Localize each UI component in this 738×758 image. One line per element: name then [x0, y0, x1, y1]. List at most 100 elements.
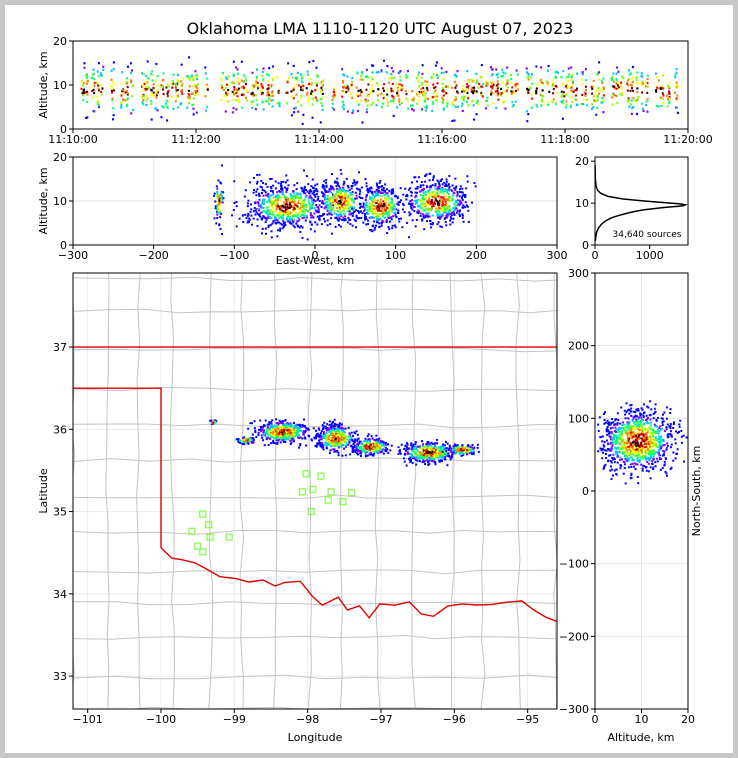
source-point [257, 431, 260, 434]
source-point [367, 83, 370, 86]
x-tick-label: 11:18:00 [540, 133, 589, 146]
source-point [410, 194, 413, 197]
source-point [378, 437, 381, 440]
source-point [303, 418, 306, 421]
source-point [286, 421, 289, 424]
source-point [410, 204, 413, 207]
source-point [421, 203, 424, 206]
source-point [378, 441, 381, 444]
source-point [279, 185, 282, 188]
source-point [282, 220, 285, 223]
source-point [325, 197, 328, 200]
source-point [322, 432, 325, 435]
source-point [464, 452, 467, 455]
source-point [299, 207, 302, 210]
source-point [326, 426, 329, 429]
source-point [472, 104, 475, 107]
source-point [413, 457, 416, 460]
source-point [330, 208, 333, 211]
source-point [405, 73, 408, 77]
source-point [432, 203, 435, 206]
source-point [320, 438, 323, 441]
source-point [525, 110, 528, 113]
source-point [425, 457, 428, 460]
source-point [414, 452, 417, 455]
source-point [621, 75, 624, 78]
source-point [461, 214, 464, 217]
source-point [405, 448, 408, 451]
source-point [147, 77, 150, 80]
source-point [340, 213, 343, 216]
source-point [321, 104, 324, 107]
source-point [407, 188, 410, 191]
source-point [497, 98, 500, 101]
source-point [383, 213, 386, 216]
source-point [433, 442, 436, 445]
source-point [334, 441, 337, 444]
source-point [421, 108, 424, 111]
source-point [269, 431, 272, 434]
source-point [307, 183, 310, 186]
source-point [400, 88, 403, 92]
source-point [561, 93, 564, 97]
source-point [404, 444, 407, 447]
source-point [506, 86, 509, 89]
source-point [348, 440, 351, 443]
source-point [423, 228, 426, 231]
source-point [187, 93, 190, 96]
source-point [445, 216, 448, 219]
source-point [307, 197, 310, 200]
source-point [645, 100, 648, 103]
source-point [272, 191, 275, 194]
source-point [401, 84, 404, 87]
source-point [347, 426, 350, 429]
source-point [462, 95, 465, 98]
source-point [357, 209, 360, 212]
source-point [141, 96, 144, 99]
source-point [101, 74, 104, 77]
source-point [256, 225, 259, 228]
source-point [432, 450, 435, 453]
source-point [250, 223, 253, 226]
source-point [421, 82, 424, 85]
source-point [339, 190, 342, 193]
source-point [655, 104, 658, 107]
source-point [467, 80, 470, 83]
source-point [592, 96, 595, 99]
source-point [303, 200, 306, 203]
source-point [424, 180, 427, 183]
source-point [292, 88, 295, 91]
source-point [220, 79, 223, 82]
source-point [444, 198, 447, 201]
source-point [386, 197, 389, 200]
source-point [177, 106, 180, 109]
source-point [394, 226, 397, 229]
source-point [331, 200, 334, 203]
source-point [83, 88, 86, 91]
source-point [165, 86, 168, 89]
source-point [341, 428, 344, 431]
source-point [299, 210, 302, 213]
source-point [570, 66, 573, 69]
source-point [439, 459, 442, 462]
source-point [295, 431, 298, 434]
source-point [376, 184, 379, 187]
source-point [436, 192, 439, 195]
source-point [141, 72, 144, 75]
source-point [320, 89, 323, 92]
source-point [233, 202, 236, 205]
source-point [434, 182, 437, 185]
source-point [305, 194, 308, 197]
source-point [257, 434, 260, 437]
source-point [399, 187, 402, 190]
source-point [381, 214, 384, 217]
source-point [154, 79, 157, 83]
source-point [414, 445, 417, 448]
source-point [364, 178, 367, 181]
source-point [291, 432, 294, 435]
source-point [353, 444, 356, 447]
source-point [275, 197, 278, 200]
source-point [338, 211, 341, 214]
source-point [156, 89, 159, 92]
source-point [471, 443, 474, 446]
